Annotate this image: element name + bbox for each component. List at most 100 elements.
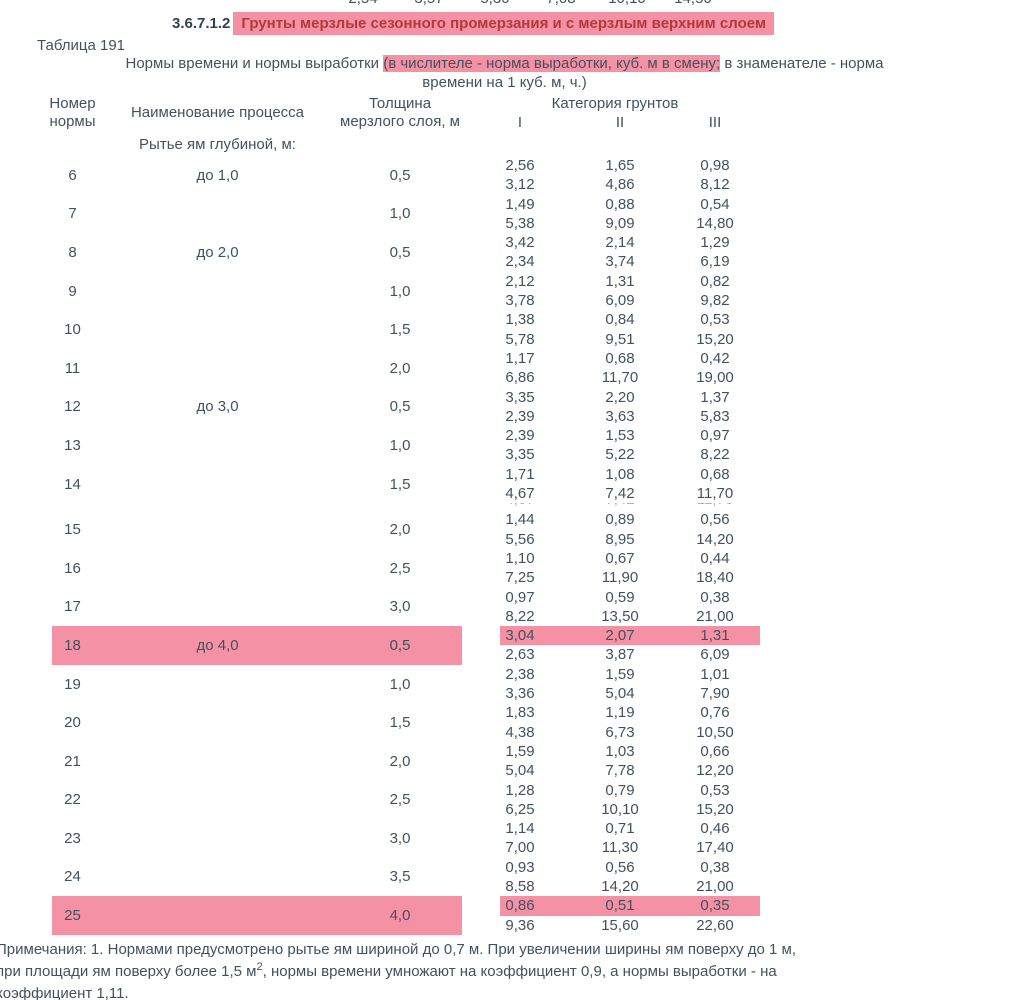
row-number-cell: 20 bbox=[64, 714, 81, 732]
value-cell: 14,20 bbox=[696, 530, 734, 548]
thickness-cell: 2,0 bbox=[389, 752, 411, 770]
row-left-cells: 8 до 2,0 0,5 bbox=[40, 233, 470, 272]
value-cell: 0,54 bbox=[700, 195, 730, 213]
row-left-cells: 19 1,0 bbox=[40, 665, 470, 704]
value-cell: 7,25 bbox=[505, 569, 535, 587]
row-number-cell: 12 bbox=[64, 398, 81, 416]
thickness-cell: 1,0 bbox=[389, 282, 411, 300]
value-cell: 1,10 bbox=[505, 549, 535, 567]
value-cell: 5,38 bbox=[505, 214, 535, 232]
table-row: 21 2,0 1,59 1,03 0,66 5,04 7,78 12,20 bbox=[40, 742, 760, 781]
value-cell: 7,78 bbox=[605, 762, 635, 780]
value-cell: 1,37 bbox=[700, 388, 730, 406]
value-cell: 1,83 bbox=[505, 704, 535, 722]
norm-output-line: 2,56 1,65 0,98 bbox=[470, 156, 760, 175]
value-cell: 7,90 bbox=[700, 685, 730, 703]
thickness-cell: 0,5 bbox=[389, 398, 411, 416]
value-cell: 1,31 bbox=[700, 627, 730, 645]
row-value-cells: 1,44 0,89 0,56 5,56 8,95 14,20 bbox=[470, 510, 760, 549]
table-row: 18 до 4,0 0,5 3,04 2,07 1,31 2,63 3,87 6,09 bbox=[40, 626, 760, 665]
value-cell: 9,36 bbox=[505, 916, 535, 934]
table-subheader-row: Рытье ям глубиной, м: bbox=[40, 132, 760, 156]
col-header-thickness: Толщина мерзлого слоя, м bbox=[330, 94, 470, 132]
col-header-category-2: II bbox=[615, 114, 625, 131]
previous-table-fragment: 2,54 3,57 5,30 7,08 10,10 14,50 bbox=[0, 0, 1009, 10]
table-row: 16 2,5 1,10 0,67 0,44 7,25 11,90 18,40 bbox=[40, 549, 760, 588]
value-cell: 5,04 bbox=[605, 685, 635, 703]
norm-time-line: 9,36 15,60 22,60 bbox=[470, 916, 760, 935]
value-cell: 0,59 bbox=[605, 588, 635, 606]
value-cell: 0,38 bbox=[700, 588, 730, 606]
row-number-cell: 17 bbox=[64, 598, 81, 616]
process-cell bbox=[105, 896, 330, 935]
col-header-category-3: III bbox=[708, 114, 722, 131]
norm-time-line: 6,86 11,70 19,00 bbox=[470, 368, 760, 387]
row-left-cells: 24 3,5 bbox=[40, 858, 470, 897]
table-row: 17 3,0 0,97 0,59 0,38 8,22 13,50 21,00 bbox=[40, 588, 760, 627]
value-cell: 3,63 bbox=[605, 407, 635, 425]
norm-output-line: 2,39 1,53 0,97 bbox=[470, 426, 760, 445]
thickness-cell: 0,5 bbox=[389, 243, 411, 261]
norm-output-line: 1,83 1,19 0,76 bbox=[470, 703, 760, 722]
value-cell: 3,35 bbox=[505, 388, 535, 406]
value-cell: 0,98 bbox=[700, 157, 730, 174]
row-left-cells: 23 3,0 bbox=[40, 819, 470, 858]
process-cell bbox=[105, 195, 330, 234]
table-row: 22 2,5 1,28 0,79 0,53 6,25 10,10 15,20 bbox=[40, 781, 760, 820]
value-cell: 1,01 bbox=[700, 665, 730, 683]
row-value-cells: 3,42 2,14 1,29 2,34 3,74 6,19 bbox=[470, 233, 760, 272]
value-cell: 0,82 bbox=[700, 272, 730, 290]
value-cell: 9,51 bbox=[605, 330, 635, 348]
value-cell: 2,20 bbox=[605, 388, 635, 406]
norm-output-line: 1,10 0,67 0,44 bbox=[470, 549, 760, 568]
thickness-cell: 2,5 bbox=[389, 791, 411, 809]
value-cell: 17,40 bbox=[696, 839, 734, 857]
value-cell: 0,46 bbox=[700, 820, 730, 838]
fragment-value: 5,30 bbox=[462, 0, 528, 6]
row-number-cell: 11 bbox=[64, 359, 81, 377]
note-line-3: коэффициент 1,11. bbox=[0, 984, 129, 1000]
table-row: 20 1,5 1,83 1,19 0,76 4,38 6,73 10,50 bbox=[40, 703, 760, 742]
value-cell: 8,22 bbox=[505, 607, 535, 625]
superscript-2: 2 bbox=[256, 960, 263, 973]
value-cell: 1,03 bbox=[605, 742, 635, 760]
value-cell: 10,50 bbox=[696, 723, 734, 741]
value-cell: 12,20 bbox=[696, 762, 734, 780]
row-left-cells: 6 до 1,0 0,5 bbox=[40, 156, 470, 195]
norm-output-line: 1,28 0,79 0,53 bbox=[470, 781, 760, 800]
value-cell: 22,60 bbox=[696, 916, 734, 934]
row-number-cell: 6 bbox=[68, 166, 77, 184]
note-line-2-rest: , нормы времени умножают на коэффициент … bbox=[262, 962, 777, 980]
norm-time-line: 8,22 13,50 21,00 bbox=[470, 607, 760, 626]
table-rows: 6 до 1,0 0,5 2,56 1,65 0,98 3,12 4,86 8,12 7… bbox=[40, 156, 760, 935]
table-row: 23 3,0 1,14 0,71 0,46 7,00 11,30 17,40 bbox=[40, 819, 760, 858]
value-cell: 0,56 bbox=[700, 511, 730, 529]
thickness-cell: 2,5 bbox=[389, 559, 411, 577]
value-cell: 0,38 bbox=[700, 858, 730, 876]
title-text-suffix: в знаменателе - норма bbox=[720, 55, 884, 72]
row-left-cells: 18 до 4,0 0,5 bbox=[40, 626, 470, 665]
thickness-cell: 2,0 bbox=[389, 521, 411, 539]
header-category-columns: Категория грунтов I II III bbox=[470, 94, 760, 132]
row-value-cells: 3,35 2,20 1,37 2,39 3,63 5,83 bbox=[470, 388, 760, 427]
norm-output-line: 1,38 0,84 0,53 bbox=[470, 310, 760, 329]
value-cell: 0,97 bbox=[505, 588, 535, 606]
value-cell: 5,04 bbox=[505, 762, 535, 780]
value-cell: 1,31 bbox=[605, 272, 635, 290]
value-cell: 11,90 bbox=[601, 569, 639, 587]
value-cell: 15,60 bbox=[601, 916, 639, 934]
col-header-process: Наименование процесса bbox=[130, 104, 305, 121]
row-value-cells: 1,49 0,88 0,54 5,38 9,09 14,80 bbox=[470, 195, 760, 234]
value-cell: 2,14 bbox=[605, 234, 635, 252]
table-title-line1: Нормы времени и нормы выработки (в числи… bbox=[0, 54, 1009, 73]
col-header-category-group: Категория грунтов bbox=[551, 95, 679, 112]
norm-output-line: 1,49 0,88 0,54 bbox=[470, 195, 760, 214]
fragment-value: 3,57 bbox=[396, 0, 462, 6]
row-number-cell: 23 bbox=[64, 829, 81, 847]
section-number: 3.6.7.1.2 bbox=[172, 15, 231, 32]
table-row: 19 1,0 2,38 1,59 1,01 3,36 5,04 7,90 bbox=[40, 665, 760, 704]
header-left-columns: Номер нормы Наименование процесса Толщин… bbox=[40, 94, 470, 132]
value-cell: 3,42 bbox=[505, 234, 535, 252]
table-row: 13 1,0 2,39 1,53 0,97 3,35 5,22 8,22 bbox=[40, 426, 760, 465]
